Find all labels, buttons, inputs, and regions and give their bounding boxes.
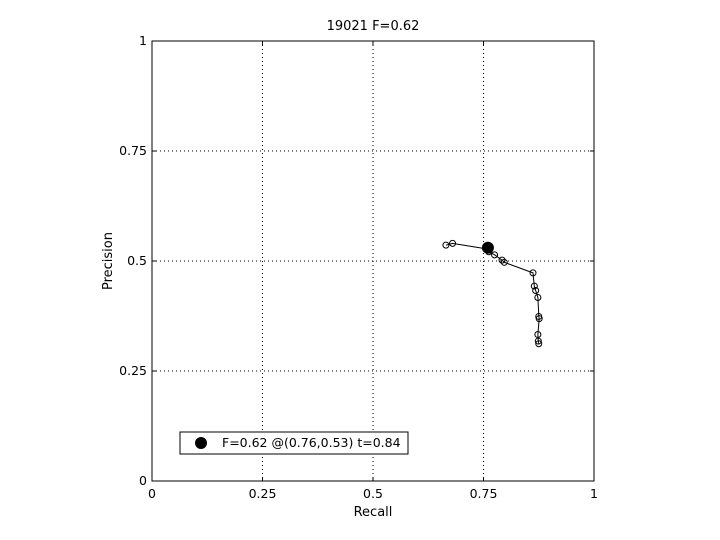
data-point — [534, 337, 542, 345]
y-tick-label: 0.5 — [127, 253, 147, 268]
data-point — [530, 282, 538, 290]
x-tick-label: 0.25 — [249, 486, 277, 501]
legend-label: F=0.62 @(0.76,0.53) t=0.84 — [222, 435, 401, 450]
y-tick-label: 0.75 — [119, 143, 147, 158]
x-tick-label: 0.75 — [470, 486, 498, 501]
data-point — [535, 315, 543, 323]
x-tick-label: 1 — [590, 486, 598, 501]
y-tick-label: 0 — [139, 473, 147, 488]
y-tick-label: 0.25 — [119, 363, 147, 378]
data-point — [535, 340, 543, 348]
data-point — [534, 330, 542, 338]
x-axis-label: Recall — [354, 505, 393, 520]
legend-marker — [195, 437, 207, 449]
data-point — [534, 294, 542, 302]
data-point — [449, 239, 457, 247]
data-point — [500, 258, 508, 266]
data-point — [532, 286, 540, 294]
data-point — [491, 251, 499, 259]
legend-box — [179, 431, 409, 455]
series-group — [442, 239, 543, 348]
x-tick-label: 0 — [148, 486, 156, 501]
y-tick-label: 1 — [139, 33, 147, 48]
x-tick-label: 0.5 — [363, 486, 383, 501]
best-f-point — [481, 241, 494, 254]
axis-ticks: 0 0.25 0.5 0.75 1 0 0.25 0.5 0.75 1 — [119, 33, 598, 501]
grid — [152, 41, 594, 481]
data-point — [442, 241, 450, 249]
data-point — [498, 256, 506, 264]
chart-title: 19021 F=0.62 — [327, 19, 420, 34]
legend: F=0.62 @(0.76,0.53) t=0.84 — [179, 431, 409, 455]
y-axis-label: Precision — [101, 232, 116, 290]
data-point — [529, 269, 537, 277]
